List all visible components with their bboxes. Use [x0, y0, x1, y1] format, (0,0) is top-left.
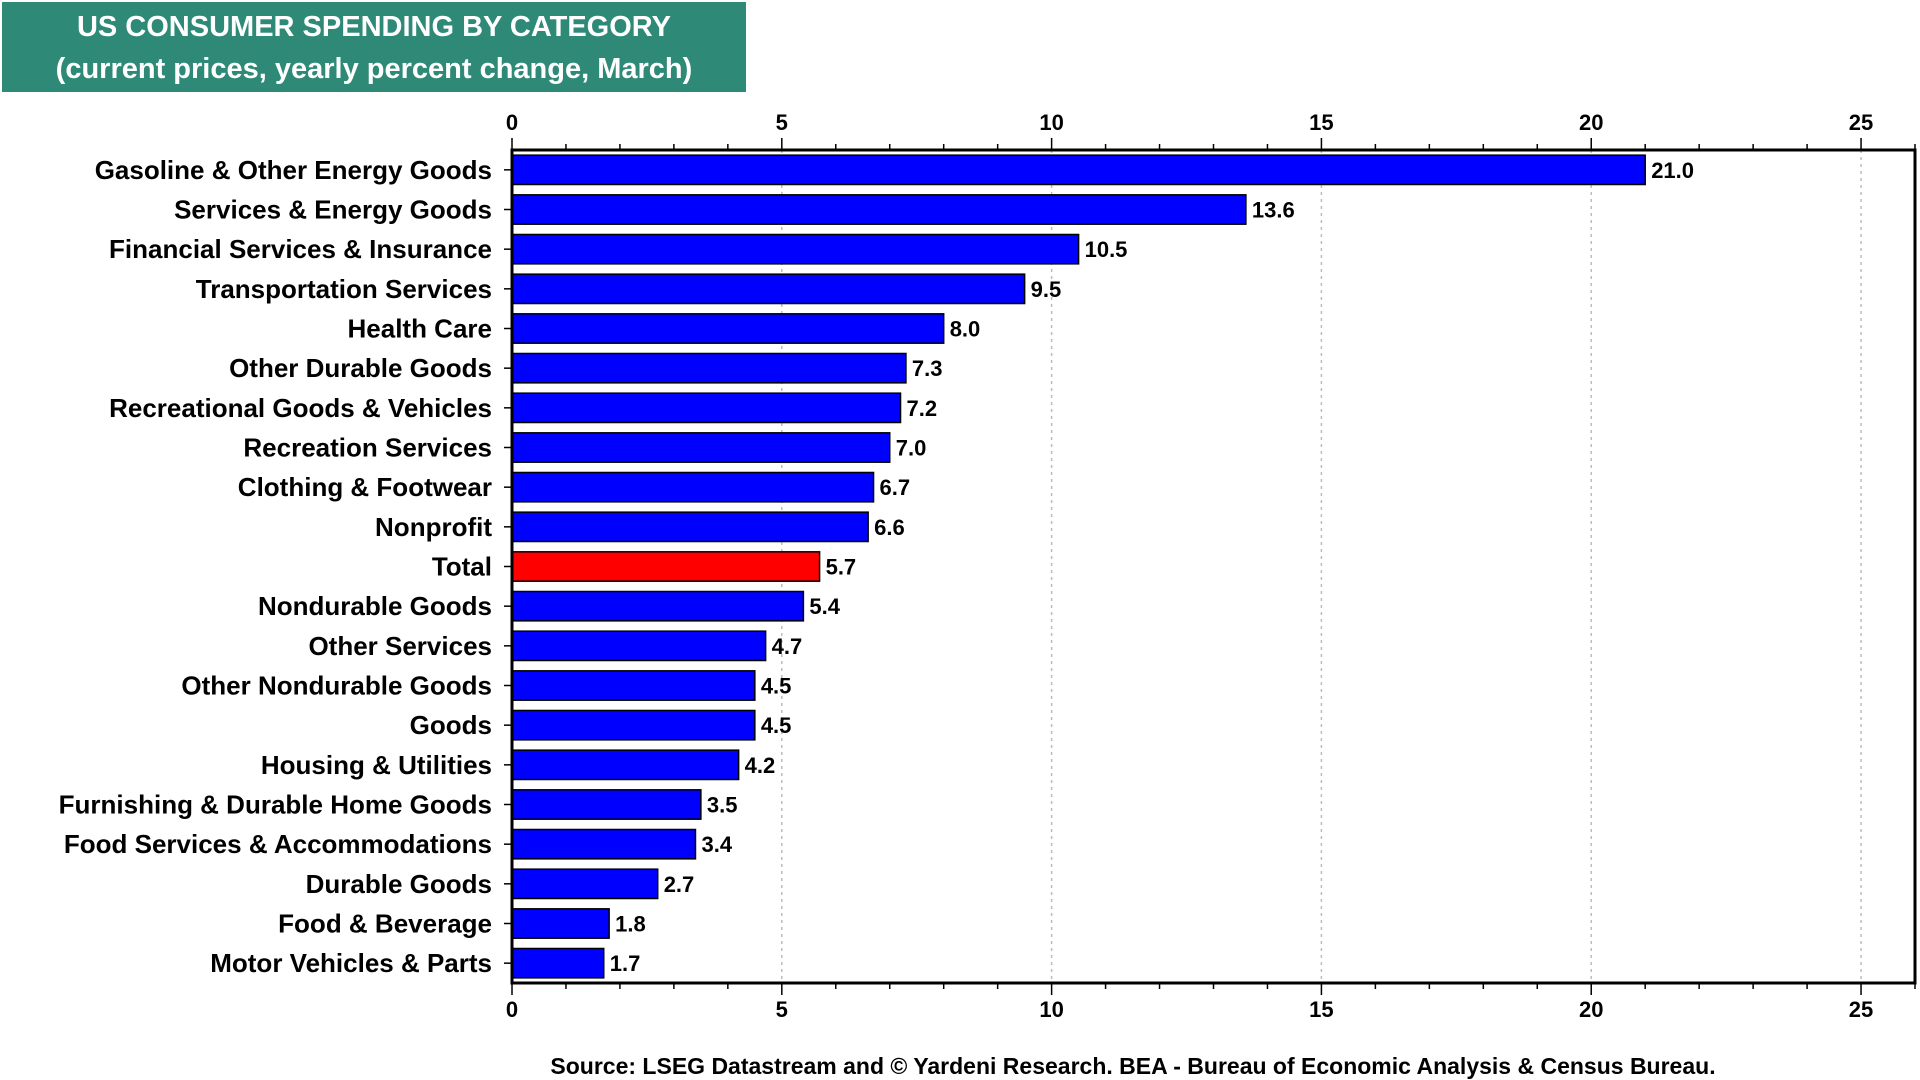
category-label-services-energy-goods: Services & Energy Goods: [174, 195, 492, 225]
bar-gasoline-other-energy-goods: [511, 154, 1646, 186]
category-label-nonprofit: Nonprofit: [375, 512, 492, 542]
value-label-health-care: 8.0: [950, 317, 981, 342]
category-label-other-durable-goods: Other Durable Goods: [229, 353, 492, 383]
value-label-food-beverage: 1.8: [615, 912, 646, 937]
value-label-food-services-accommodations: 3.4: [701, 832, 732, 857]
top-tick-label-15: 15: [1309, 110, 1333, 135]
bar-motor-vehicles-parts: [511, 947, 605, 979]
category-label-motor-vehicles-parts: Motor Vehicles & Parts: [210, 948, 492, 978]
bar-furnishing-durable-home-goods: [511, 789, 702, 820]
value-label-furnishing-durable-home-goods: 3.5: [707, 793, 738, 818]
category-label-furnishing-durable-home-goods: Furnishing & Durable Home Goods: [59, 790, 492, 820]
value-label-housing-utilities: 4.2: [745, 753, 776, 778]
chart-subtitle: (current prices, yearly percent change, …: [55, 53, 693, 85]
top-tick-label-25: 25: [1849, 110, 1873, 135]
value-label-total: 5.7: [826, 555, 857, 580]
plot-frame: [510, 148, 1917, 985]
category-label-food-beverage: Food & Beverage: [278, 909, 492, 939]
bar-food-beverage: [511, 908, 610, 939]
category-label-gasoline-other-energy-goods: Gasoline & Other Energy Goods: [95, 155, 492, 185]
category-label-transportation-services: Transportation Services: [196, 274, 492, 304]
value-label-clothing-footwear: 6.7: [880, 475, 911, 500]
bar-other-services: [511, 630, 767, 662]
bar-other-nondurable-goods: [511, 670, 756, 701]
category-label-recreational-goods-vehicles: Recreational Goods & Vehicles: [109, 393, 492, 423]
category-label-housing-utilities: Housing & Utilities: [261, 750, 492, 780]
chart-title: US CONSUMER SPENDING BY CATEGORY: [76, 11, 672, 43]
source-note: Source: LSEG Datastream and © Yardeni Re…: [550, 1053, 1715, 1079]
top-tick-label-0: 0: [506, 110, 518, 135]
value-label-transportation-services: 9.5: [1031, 277, 1062, 302]
bottom-tick-label-5: 5: [776, 997, 788, 1022]
value-label-other-nondurable-goods: 4.5: [761, 674, 792, 699]
bottom-tick-label-25: 25: [1849, 997, 1873, 1022]
top-tick-label-5: 5: [776, 110, 788, 135]
value-label-goods: 4.5: [761, 713, 792, 738]
value-label-nonprofit: 6.6: [874, 515, 905, 540]
value-label-services-energy-goods: 13.6: [1252, 198, 1295, 223]
category-label-other-services: Other Services: [308, 631, 492, 661]
category-label-health-care: Health Care: [348, 314, 493, 344]
value-label-financial-services-insurance: 10.5: [1085, 237, 1128, 262]
top-tick-label-10: 10: [1039, 110, 1063, 135]
bar-other-durable-goods: [511, 352, 907, 384]
value-label-recreational-goods-vehicles: 7.2: [907, 396, 938, 421]
bar-clothing-footwear: [511, 471, 875, 503]
bar-financial-services-insurance: [511, 233, 1080, 265]
bar-health-care: [511, 313, 945, 344]
top-tick-label-20: 20: [1579, 110, 1603, 135]
bar-recreational-goods-vehicles: [511, 392, 902, 424]
bar-transportation-services: [511, 273, 1026, 305]
bottom-tick-label-20: 20: [1579, 997, 1603, 1022]
bar-food-services-accommodations: [511, 828, 697, 860]
category-label-food-services-accommodations: Food Services & Accommodations: [64, 829, 492, 859]
bar-housing-utilities: [511, 749, 740, 781]
category-label-total: Total: [432, 552, 492, 582]
bar-services-energy-goods: [511, 194, 1247, 225]
bar-nondurable-goods: [511, 590, 805, 622]
value-label-other-durable-goods: 7.3: [912, 356, 943, 381]
category-label-clothing-footwear: Clothing & Footwear: [238, 472, 492, 502]
bottom-tick-label-10: 10: [1039, 997, 1063, 1022]
value-label-nondurable-goods: 5.4: [809, 594, 840, 619]
category-label-other-nondurable-goods: Other Nondurable Goods: [181, 671, 492, 701]
category-label-financial-services-insurance: Financial Services & Insurance: [109, 234, 492, 264]
category-label-recreation-services: Recreation Services: [243, 433, 492, 463]
bar-durable-goods: [511, 868, 659, 900]
value-label-other-services: 4.7: [772, 634, 803, 659]
bottom-tick-label-15: 15: [1309, 997, 1333, 1022]
chart-title-box: US CONSUMER SPENDING BY CATEGORY (curren…: [2, 2, 746, 92]
value-label-gasoline-other-energy-goods: 21.0: [1651, 158, 1694, 183]
bar-recreation-services: [511, 432, 891, 463]
bar-nonprofit: [511, 511, 869, 543]
bottom-tick-label-0: 0: [506, 997, 518, 1022]
bar-total: [511, 551, 821, 582]
value-label-recreation-services: 7.0: [896, 436, 927, 461]
bar-goods: [511, 709, 756, 741]
category-label-goods: Goods: [410, 710, 492, 740]
category-label-durable-goods: Durable Goods: [306, 869, 492, 899]
value-label-durable-goods: 2.7: [664, 872, 695, 897]
value-label-motor-vehicles-parts: 1.7: [610, 951, 641, 976]
category-label-nondurable-goods: Nondurable Goods: [258, 591, 492, 621]
